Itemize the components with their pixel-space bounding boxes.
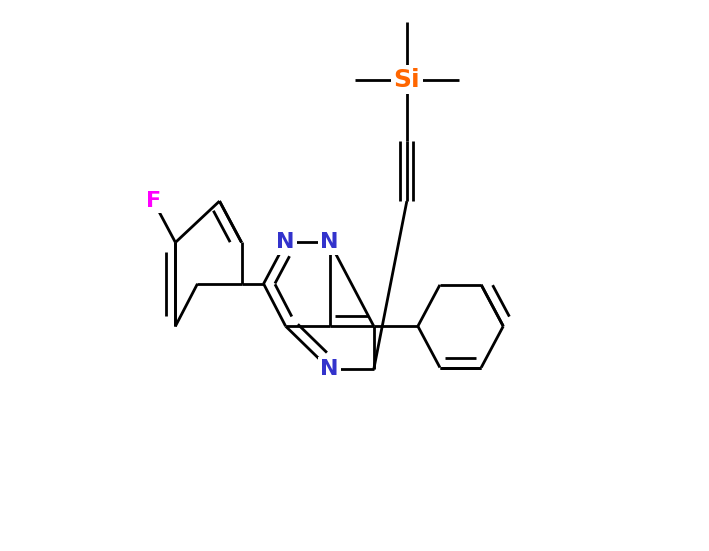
Text: N: N [277,233,295,252]
Text: F: F [146,191,161,211]
Text: N: N [320,359,339,379]
Text: Si: Si [393,68,420,92]
Text: N: N [320,233,339,252]
